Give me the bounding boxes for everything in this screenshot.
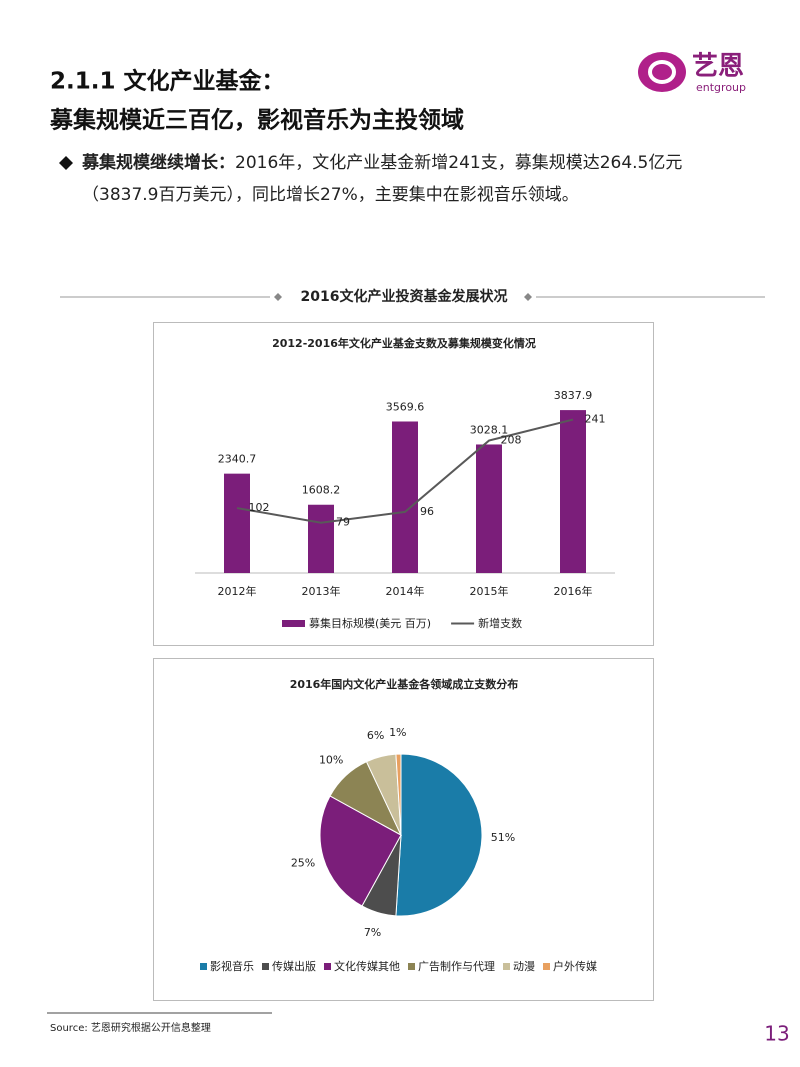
x-tick-label: 2016年 <box>554 584 593 598</box>
data-label: 102 <box>249 501 270 514</box>
data-label: 96 <box>420 505 434 518</box>
legend-swatch <box>503 963 510 970</box>
legend-label: 户外传媒 <box>553 959 597 973</box>
legend-label: 影视音乐 <box>210 959 254 973</box>
pie-slice <box>395 753 483 917</box>
chart-title: 2016年国内文化产业基金各领域成立支数分布 <box>290 677 519 691</box>
legend-swatch <box>262 963 269 970</box>
diamond <box>274 293 282 301</box>
data-label: 79 <box>336 516 350 529</box>
title-line: 2.1.1 文化产业基金： <box>50 68 285 95</box>
legend-label: 广告制作与代理 <box>418 960 495 973</box>
pie-slice <box>319 795 402 907</box>
data-label: 3028.1 <box>470 423 509 436</box>
legend-swatch <box>324 963 331 970</box>
chart-title: 2012-2016年文化产业基金支数及募集规模变化情况 <box>272 336 536 350</box>
data-label: 10% <box>319 754 343 767</box>
x-tick-label: 2012年 <box>218 584 257 598</box>
logo-mark <box>648 60 676 84</box>
data-label: 51% <box>491 831 515 844</box>
data-label: 1608.2 <box>302 484 341 497</box>
bullet-text: （3837.9百万美元），同比增长27%，主要集中在影视音乐领域。 <box>82 185 579 205</box>
logo: 艺恩 entgroup <box>638 52 746 94</box>
legend-swatch <box>200 963 207 970</box>
pie-slice <box>395 753 402 836</box>
legend-label: 新增支数 <box>478 616 522 630</box>
data-label: 6% <box>367 729 384 742</box>
title-line: 募集规模近三百亿，影视音乐为主投领域 <box>49 107 464 134</box>
data-label: 208 <box>501 434 522 447</box>
data-label: 241 <box>585 413 606 426</box>
legend-label: 募集目标规模(美元 百万) <box>309 616 431 630</box>
diamond <box>524 293 532 301</box>
bullet-icon <box>59 156 73 170</box>
page-number: 13 <box>764 1022 789 1046</box>
logo-name: 艺恩 <box>692 52 744 82</box>
line <box>236 418 574 524</box>
x-tick-label: 2014年 <box>386 584 425 598</box>
section-title: 2016文化产业投资基金发展状况 <box>301 288 508 305</box>
separator-gap <box>270 285 536 309</box>
bar <box>476 444 502 573</box>
data-label: 25% <box>291 856 315 869</box>
legend-label: 传媒出版 <box>272 959 316 973</box>
legend-label: 动漫 <box>513 959 535 973</box>
data-label: 3837.9 <box>554 389 593 402</box>
bullet-text: 募集规模继续增长：2016年，文化产业基金新增241支，募集规模达264.5亿元 <box>81 152 682 173</box>
source: Source: 艺恩研究根据公开信息整理 <box>50 1021 211 1034</box>
bar <box>308 504 334 573</box>
bar <box>392 421 418 573</box>
bullet-body: 2016年，文化产业基金新增241支，募集规模达264.5亿元 <box>235 153 682 173</box>
data-label: 7% <box>364 926 381 939</box>
legend-label: 文化传媒其他 <box>334 959 400 973</box>
data-label: 2340.7 <box>218 453 257 466</box>
data-label: 3569.6 <box>386 400 425 413</box>
x-tick-label: 2015年 <box>470 584 509 598</box>
bar <box>560 410 586 573</box>
legend-swatch <box>408 963 415 970</box>
x-tick-label: 2013年 <box>302 584 341 598</box>
logo-mark <box>638 52 686 92</box>
bar <box>224 473 250 573</box>
bullet-lead: 募集规模继续增长： <box>81 152 235 173</box>
legend-swatch <box>282 620 305 627</box>
data-label: 1% <box>389 726 406 739</box>
logo-sub: entgroup <box>696 81 746 94</box>
legend-swatch <box>543 963 550 970</box>
